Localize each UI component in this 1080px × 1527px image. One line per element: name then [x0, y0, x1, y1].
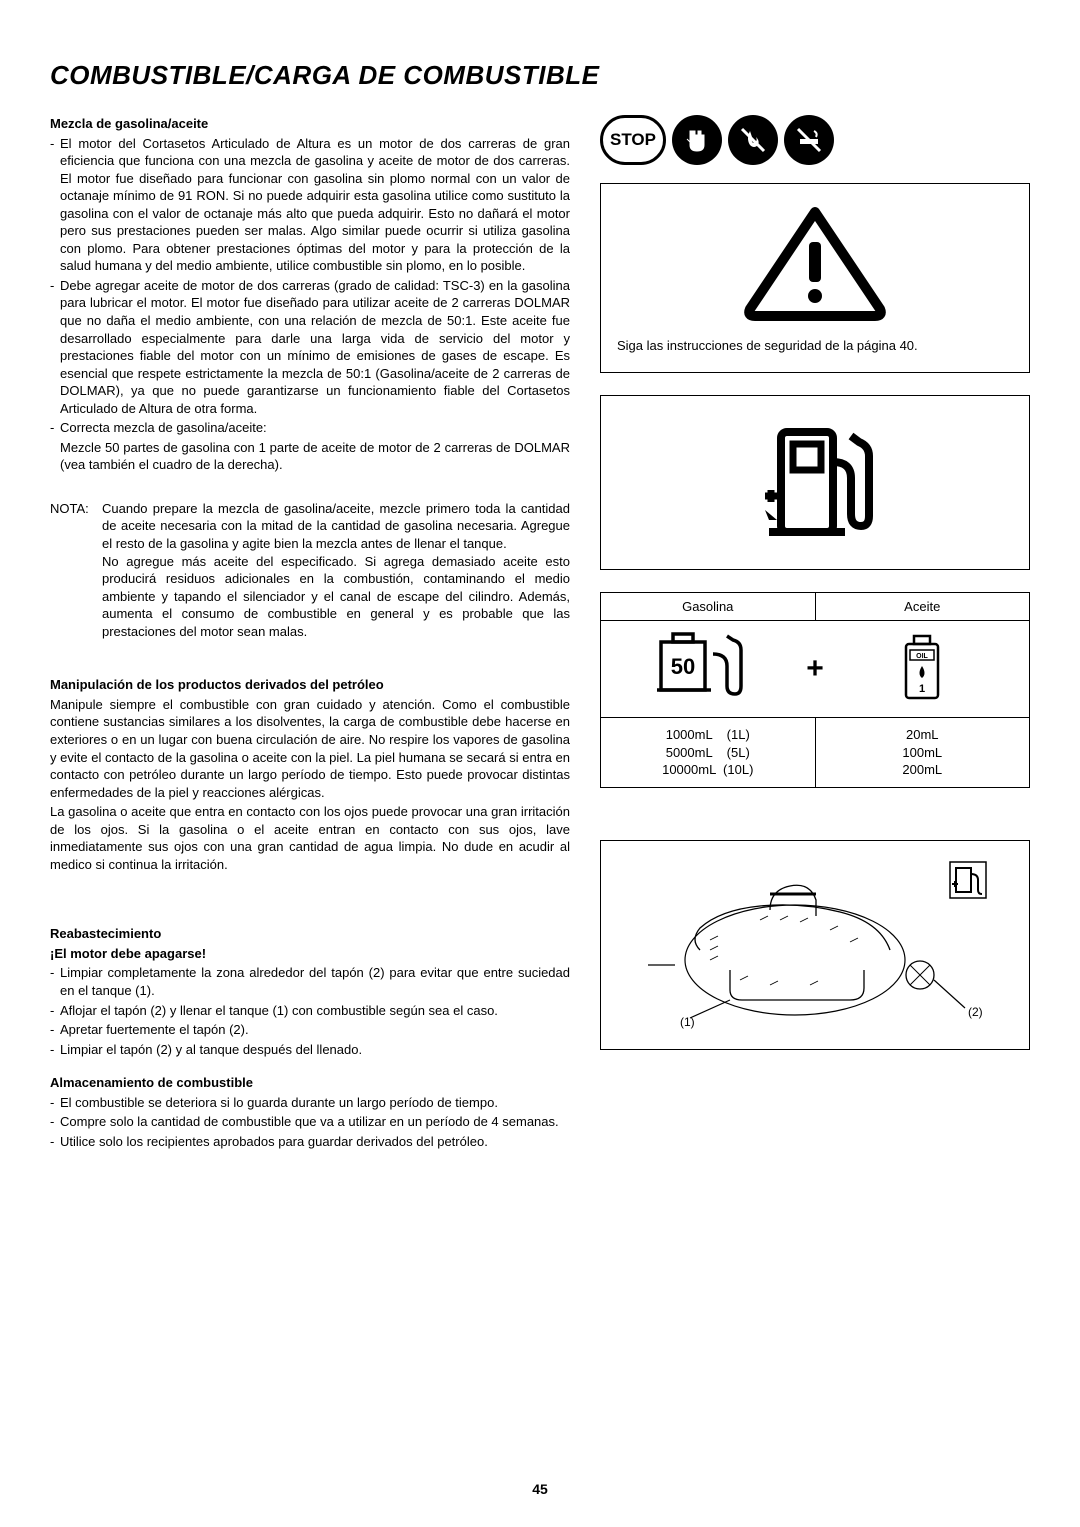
- gas-values: 1000mL (1L) 5000mL (5L) 10000mL (10L): [601, 718, 816, 787]
- body-text: Mezcle 50 partes de gasolina con 1 parte…: [50, 439, 570, 474]
- svg-text:(1): (1): [680, 1015, 695, 1029]
- left-column: Mezcla de gasolina/aceite -El motor del …: [50, 115, 570, 1152]
- body-text: La gasolina o aceite que entra en contac…: [50, 803, 570, 873]
- gas-container-icon: 50: [601, 621, 816, 717]
- no-smoke-icon: [784, 115, 834, 165]
- bullet-item: -Debe agregar aceite de motor de dos car…: [50, 277, 570, 417]
- bullet-item: -Limpiar completamente la zona alrededor…: [50, 964, 570, 999]
- svg-text:50: 50: [671, 654, 695, 679]
- page-number: 45: [0, 1481, 1080, 1497]
- no-flame-icon: [728, 115, 778, 165]
- manip-heading: Manipulación de los productos derivados …: [50, 676, 570, 694]
- fuel-station-box: [600, 395, 1030, 570]
- fuel-station-icon: [755, 418, 875, 548]
- gloves-icon: [672, 115, 722, 165]
- warning-box: Siga las instrucciones de seguridad de l…: [600, 183, 1030, 373]
- warning-triangle-icon: [740, 204, 890, 324]
- almac-heading: Almacenamiento de combustible: [50, 1074, 570, 1092]
- machine-diagram-box: (1) (2): [600, 840, 1030, 1050]
- bullet-item: -Aflojar el tapón (2) y llenar el tanque…: [50, 1002, 570, 1020]
- bullet-item: -Correcta mezcla de gasolina/aceite:: [50, 419, 570, 437]
- right-column: STOP Siga las instrucciones de seguridad…: [600, 115, 1030, 1152]
- reab-subheading: ¡El motor debe apagarse!: [50, 945, 570, 963]
- safety-icon-row: STOP: [600, 115, 1030, 165]
- svg-text:OIL: OIL: [916, 653, 928, 660]
- bullet-item: -El motor del Cortasetos Articulado de A…: [50, 135, 570, 275]
- bullet-item: -Utilice solo los recipientes aprobados …: [50, 1133, 570, 1151]
- gas-header: Gasolina: [601, 593, 816, 620]
- bullet-item: -Limpiar el tapón (2) y al tanque despué…: [50, 1041, 570, 1059]
- bullet-item: -El combustible se deteriora si lo guard…: [50, 1094, 570, 1112]
- oil-container-icon: OIL 1: [816, 621, 1030, 717]
- plus-icon: +: [800, 621, 830, 717]
- mix-ratio-table: Gasolina Aceite 50: [600, 592, 1030, 788]
- machine-diagram: (1) (2): [630, 850, 1000, 1040]
- svg-text:(2): (2): [968, 1005, 983, 1019]
- nota-continued: No agregue más aceite del especificado. …: [50, 553, 570, 641]
- page-title: COMBUSTIBLE/CARGA DE COMBUSTIBLE: [50, 60, 1030, 91]
- body-text: Manipule siempre el combustible con gran…: [50, 696, 570, 801]
- nota-block: NOTA: Cuando prepare la mezcla de gasoli…: [50, 500, 570, 553]
- bullet-item: -Apretar fuertemente el tapón (2).: [50, 1021, 570, 1039]
- bullet-item: -Compre solo la cantidad de combustible …: [50, 1113, 570, 1131]
- stop-icon: STOP: [600, 115, 666, 165]
- mezcla-heading: Mezcla de gasolina/aceite: [50, 115, 570, 133]
- oil-header: Aceite: [816, 593, 1030, 620]
- warning-caption: Siga las instrucciones de seguridad de l…: [613, 338, 1017, 353]
- oil-values: 20mL 100mL 200mL: [816, 718, 1030, 787]
- svg-text:1: 1: [919, 683, 925, 695]
- reab-heading: Reabastecimiento: [50, 925, 570, 943]
